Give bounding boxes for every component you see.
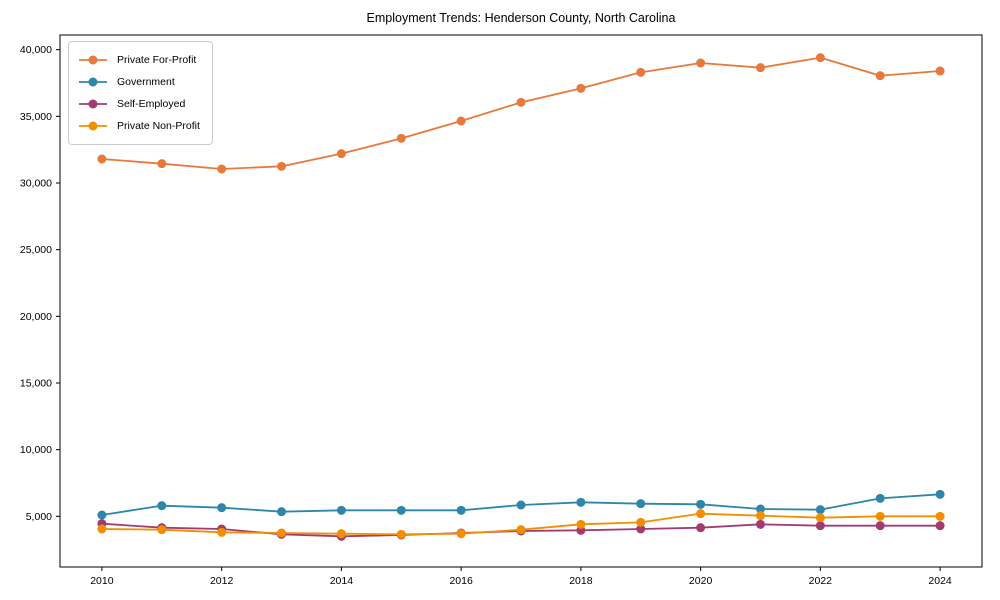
x-tick-label: 2020 [689, 575, 713, 587]
legend-label: Self-Employed [117, 98, 186, 110]
x-tick-label: 2024 [928, 575, 952, 587]
line-marker-icon [79, 77, 107, 87]
x-tick-label: 2016 [449, 575, 473, 587]
data-point-private-non-profit [516, 525, 526, 535]
legend-label: Government [117, 76, 175, 88]
data-point-private-for-profit [755, 63, 765, 73]
y-tick-label: 15,000 [20, 378, 52, 390]
y-tick-label: 25,000 [20, 244, 52, 256]
data-point-government [456, 505, 466, 515]
chart-title: Employment Trends: Henderson County, Nor… [366, 11, 676, 25]
legend-item-private-non-profit: Private Non-Profit [78, 115, 200, 137]
y-tick-label: 35,000 [20, 111, 52, 123]
data-point-government [935, 489, 945, 499]
data-point-government [336, 505, 346, 515]
data-point-private-non-profit [576, 519, 586, 529]
data-point-private-non-profit [157, 525, 167, 535]
data-point-government [277, 507, 287, 517]
legend-label: Private Non-Profit [117, 120, 200, 132]
data-point-private-non-profit [875, 511, 885, 521]
x-tick-label: 2010 [90, 575, 114, 587]
line-marker-icon [79, 121, 107, 131]
data-point-private-non-profit [456, 529, 466, 539]
data-point-private-for-profit [875, 71, 885, 81]
data-point-private-non-profit [755, 511, 765, 521]
data-point-self-employed [875, 521, 885, 531]
data-point-private-for-profit [935, 66, 945, 76]
data-point-private-for-profit [815, 53, 825, 63]
axes-spines [59, 34, 983, 568]
data-point-government [396, 505, 406, 515]
legend-item-government: Government [78, 71, 200, 93]
y-tick-label: 20,000 [20, 311, 52, 323]
data-point-government [157, 501, 167, 511]
data-point-government [696, 499, 706, 509]
data-point-private-for-profit [336, 149, 346, 159]
data-point-private-for-profit [636, 67, 646, 77]
series-line-private-for-profit [101, 56, 941, 170]
data-point-private-for-profit [696, 58, 706, 68]
chart-legend: Private For-Profit Government Self-Emplo… [68, 41, 213, 145]
data-point-government [815, 505, 825, 515]
legend-item-self-employed: Self-Employed [78, 93, 200, 115]
data-point-private-for-profit [576, 83, 586, 93]
data-point-private-non-profit [396, 529, 406, 539]
data-point-self-employed [935, 521, 945, 531]
data-point-private-non-profit [696, 509, 706, 519]
x-tick-label: 2012 [210, 575, 234, 587]
y-tick-label: 40,000 [20, 44, 52, 56]
data-point-private-for-profit [97, 154, 107, 164]
data-point-government [516, 500, 526, 510]
data-point-private-for-profit [157, 159, 167, 169]
data-point-private-for-profit [396, 133, 406, 143]
data-point-private-for-profit [277, 161, 287, 171]
data-point-private-for-profit [217, 164, 227, 174]
line-marker-icon [79, 55, 107, 65]
data-point-self-employed [815, 521, 825, 531]
line-marker-icon [79, 99, 107, 109]
data-point-government [217, 503, 227, 513]
data-point-private-non-profit [336, 529, 346, 539]
data-point-private-non-profit [97, 524, 107, 534]
data-point-government [875, 493, 885, 503]
x-tick-label: 2018 [569, 575, 593, 587]
data-point-self-employed [636, 524, 646, 534]
legend-item-private-for-profit: Private For-Profit [78, 49, 200, 71]
legend-label: Private For-Profit [117, 54, 197, 66]
data-point-private-non-profit [277, 528, 287, 538]
data-point-government [576, 497, 586, 507]
data-point-government [97, 510, 107, 520]
data-point-government [755, 504, 765, 514]
y-tick-label: 30,000 [20, 178, 52, 190]
y-tick-label: 10,000 [20, 444, 52, 456]
x-tick-label: 2014 [330, 575, 354, 587]
data-point-private-for-profit [516, 97, 526, 107]
data-point-private-non-profit [217, 527, 227, 537]
x-tick-label: 2022 [809, 575, 833, 587]
data-point-government [636, 499, 646, 509]
data-point-private-for-profit [456, 116, 466, 126]
data-point-self-employed [696, 523, 706, 533]
data-point-self-employed [755, 519, 765, 529]
data-point-private-non-profit [815, 513, 825, 523]
y-tick-label: 5,000 [26, 511, 52, 523]
data-point-private-non-profit [636, 517, 646, 527]
data-point-private-non-profit [935, 511, 945, 521]
